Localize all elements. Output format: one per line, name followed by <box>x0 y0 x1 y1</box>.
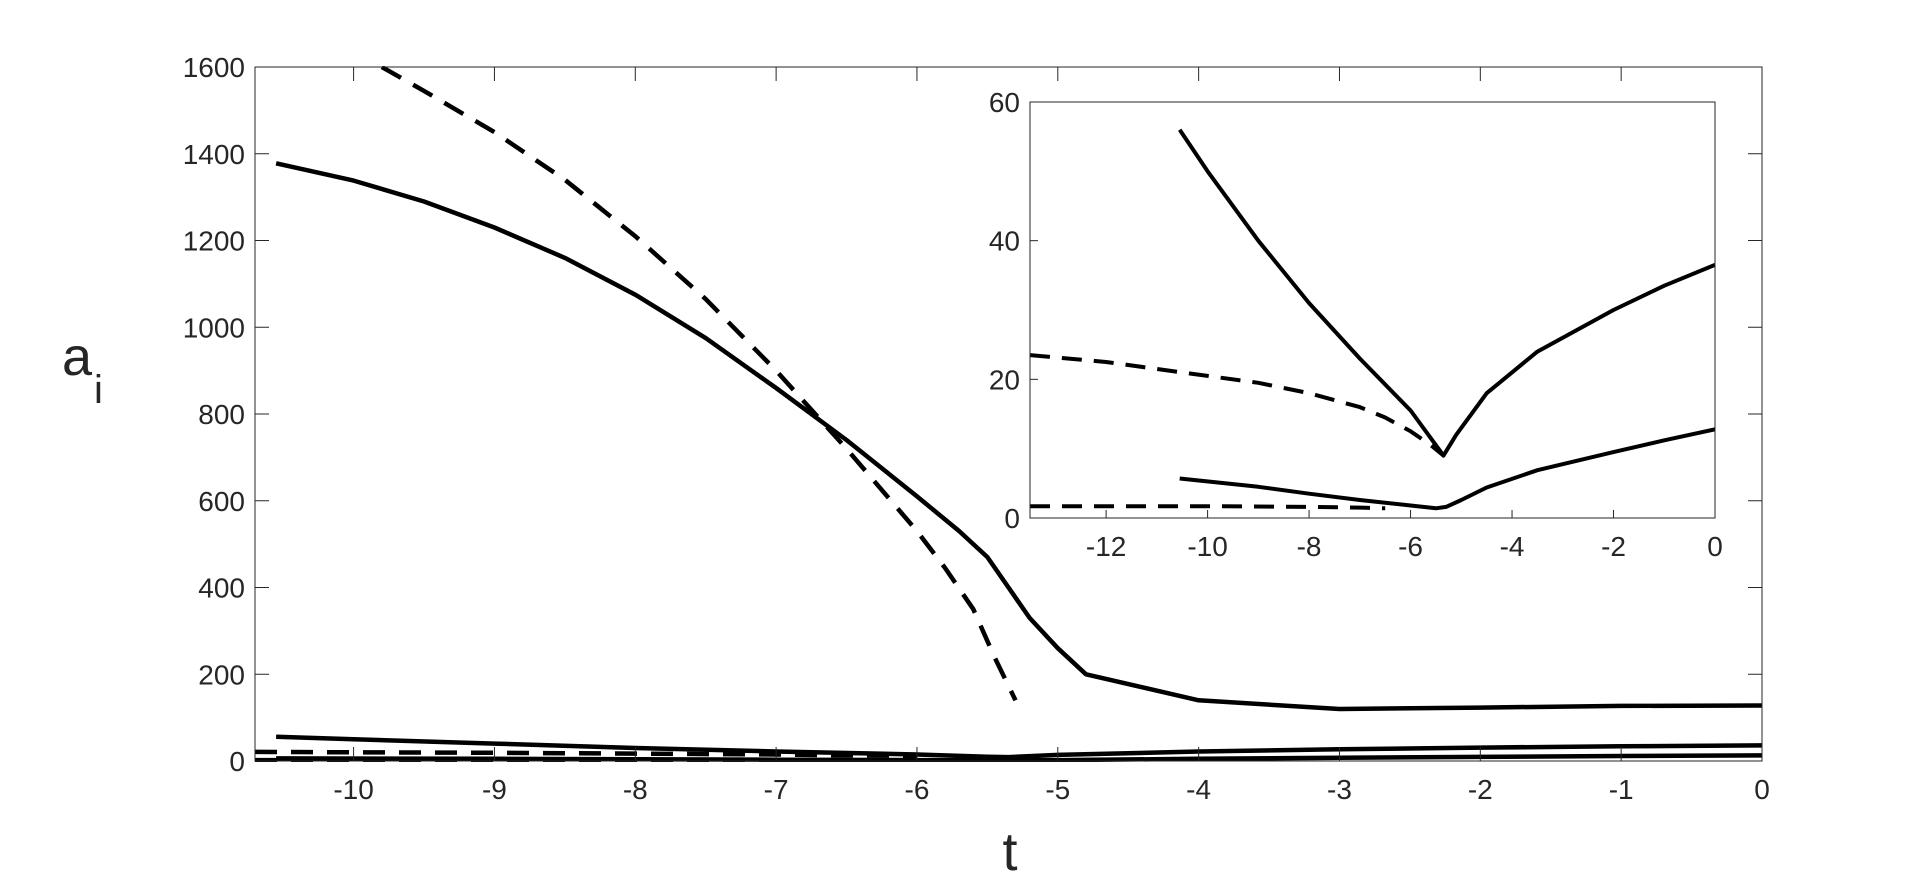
main-y-tick-label: 0 <box>229 746 245 777</box>
inset-x-tick-label: -6 <box>1398 531 1423 562</box>
main-series-2-dashed-line <box>380 66 1018 702</box>
inset-y-tick-label: 0 <box>1004 503 1020 534</box>
main-x-tick-label: -1 <box>1609 774 1634 805</box>
inset-axes-frame <box>1029 101 1716 519</box>
main-y-tick-label: 1000 <box>183 312 245 343</box>
main-y-tick-label: 400 <box>198 573 245 604</box>
inset-plot-area <box>1030 102 1715 518</box>
y-axis-label-subscript: i <box>94 368 103 412</box>
main-x-tick-label: -10 <box>333 774 373 805</box>
inset-series-2-dashed-line <box>1030 353 1445 458</box>
main-y-tick-label: 1400 <box>183 139 245 170</box>
main-series-1-solid-line <box>275 161 1762 712</box>
main-x-tick-label: -2 <box>1468 774 1493 805</box>
inset-series-1-solid-line <box>1178 128 1715 458</box>
main-x-tick-label: -7 <box>764 774 789 805</box>
inset-series-group <box>1030 128 1715 511</box>
inset-x-tick-label: -2 <box>1601 531 1626 562</box>
inset-y-tick-label: 60 <box>989 87 1020 118</box>
inset-series-3-solid-line <box>1179 427 1715 511</box>
inset-x-tick-label: -8 <box>1297 531 1322 562</box>
inset-x-tick-label: -12 <box>1086 531 1126 562</box>
inset-x-tick-label: 0 <box>1707 531 1723 562</box>
main-y-axis-label: ai <box>62 327 103 412</box>
main-x-tick-label: -8 <box>623 774 648 805</box>
inset-series-4-dashed-line <box>1030 504 1386 511</box>
main-y-tick-label: 200 <box>198 659 245 690</box>
main-x-tick-label: -4 <box>1186 774 1211 805</box>
main-y-tick-label: 800 <box>198 399 245 430</box>
main-x-tick-label: 0 <box>1754 774 1770 805</box>
inset-chart: -12 -10 -8 -6 -4 -2 0 0 20 40 60 <box>989 87 1723 562</box>
main-x-axis-label: t <box>1002 822 1017 879</box>
inset-y-tick-label: 20 <box>989 364 1020 395</box>
main-x-tick-label: -3 <box>1327 774 1352 805</box>
y-axis-label-base: a <box>62 327 93 387</box>
main-x-tick-label: -9 <box>482 774 507 805</box>
main-x-tick-label: -6 <box>905 774 930 805</box>
main-x-tick-label: -5 <box>1045 774 1070 805</box>
inset-y-tick-label: 40 <box>989 226 1020 257</box>
inset-x-tick-label: -10 <box>1187 531 1227 562</box>
main-y-tick-label: 1600 <box>183 52 245 83</box>
main-series-3-solid-line <box>276 734 1762 760</box>
main-y-tick-label: 600 <box>198 486 245 517</box>
main-y-tick-label: 1200 <box>183 226 245 257</box>
inset-x-tick-label: -4 <box>1500 531 1525 562</box>
